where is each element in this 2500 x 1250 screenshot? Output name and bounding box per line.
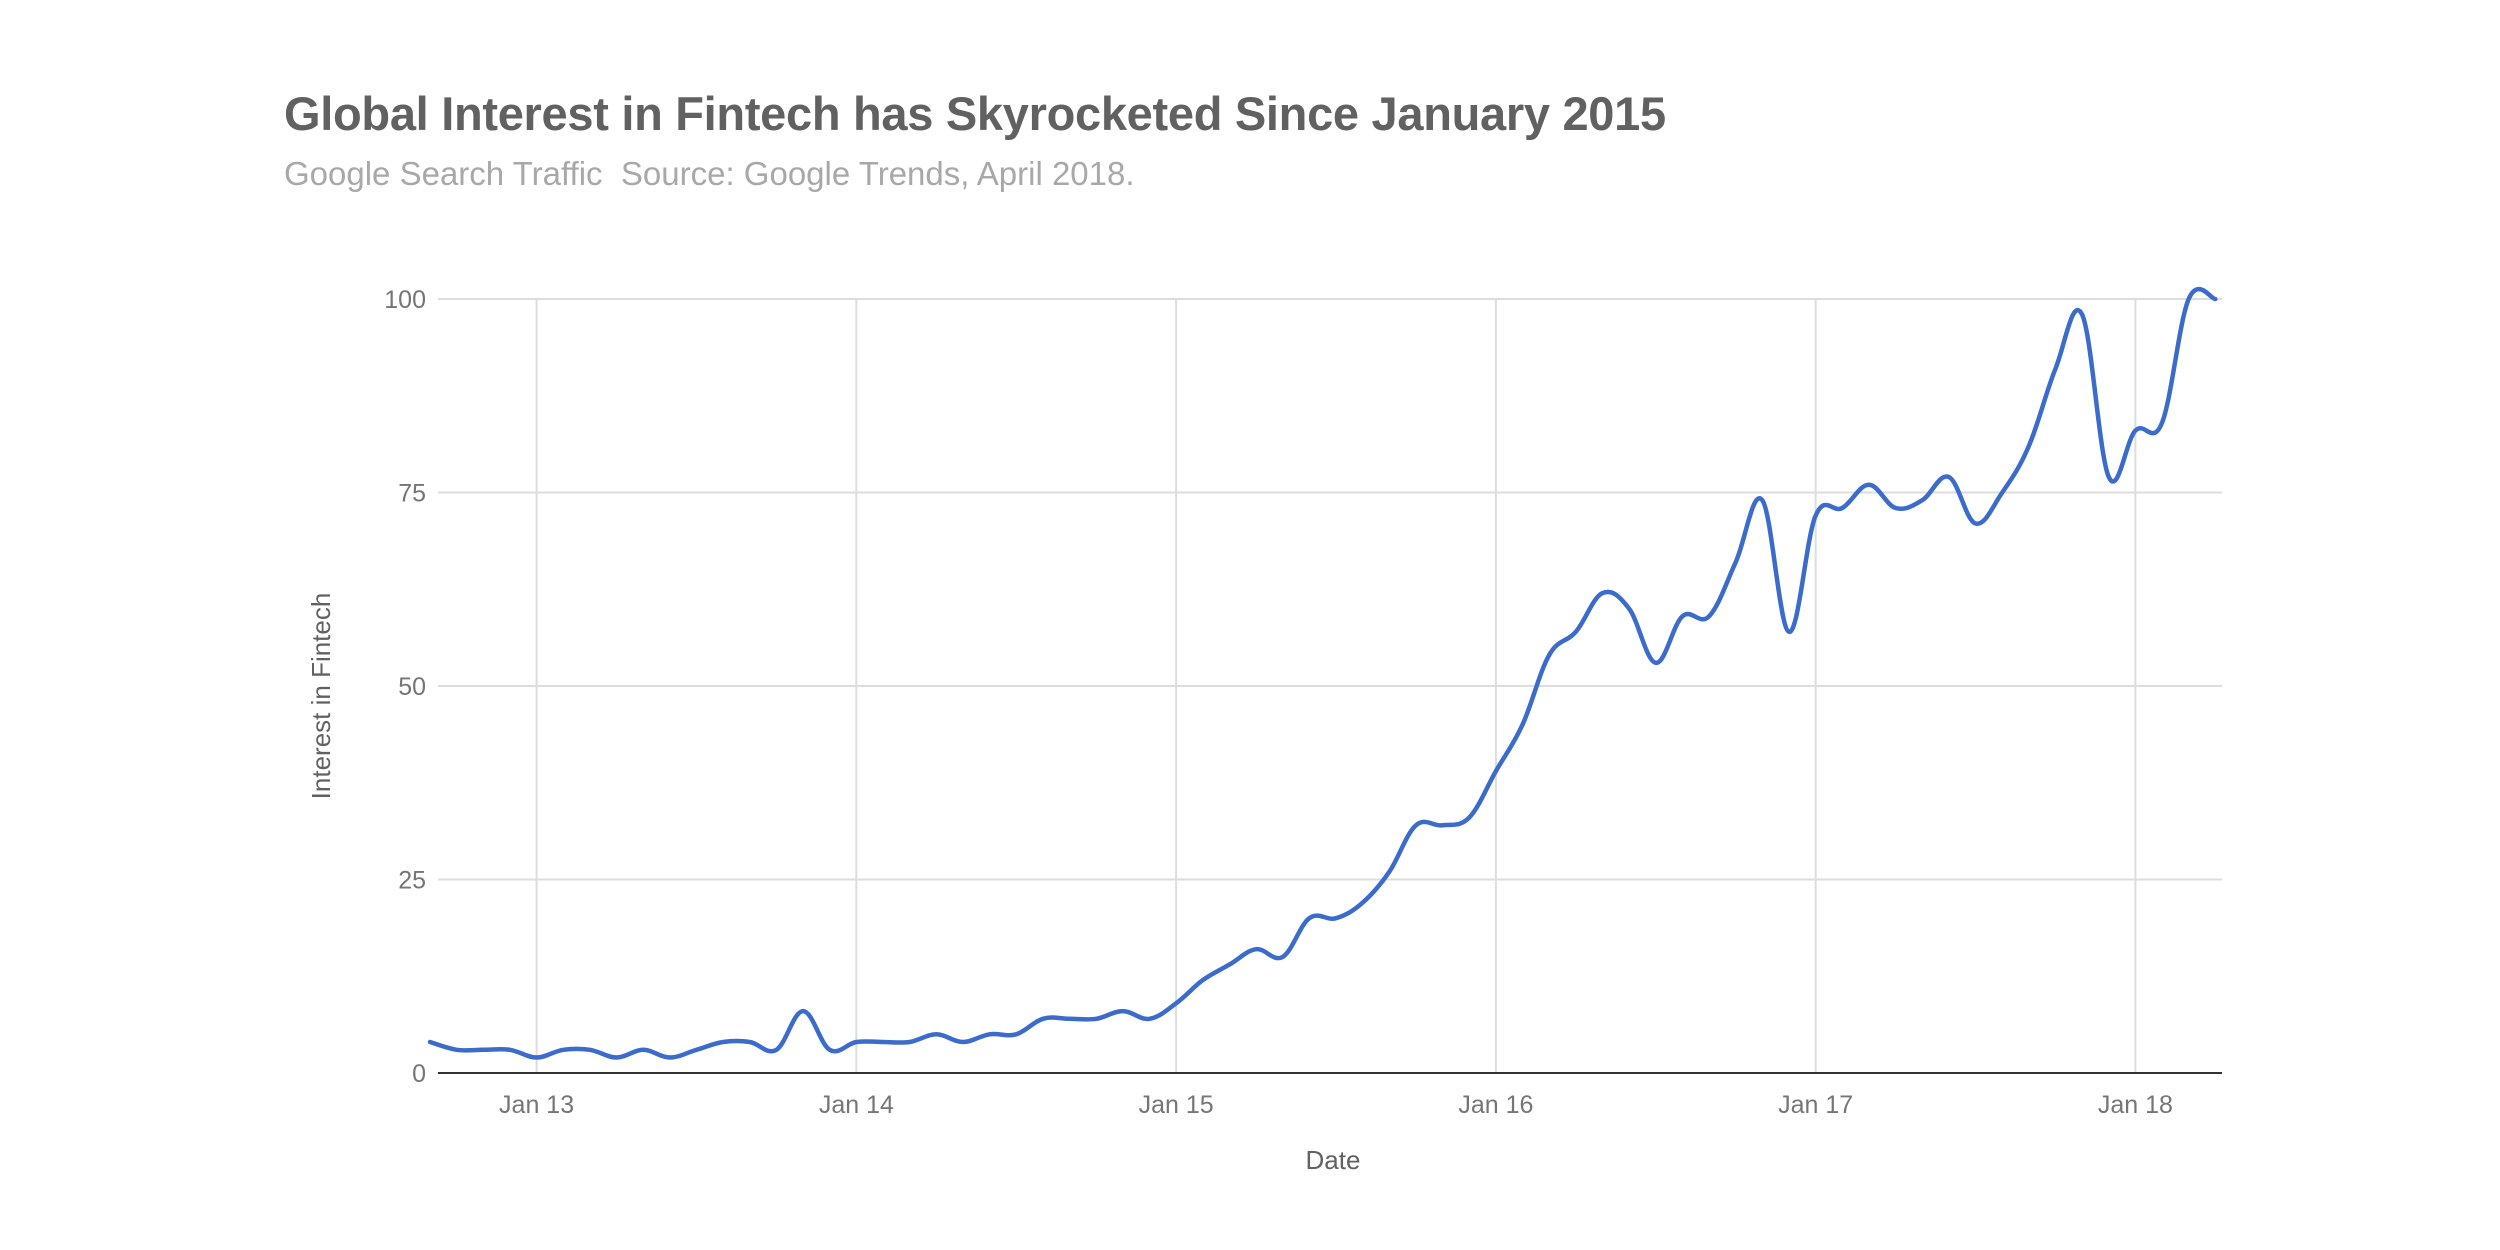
x-tick-label: Jan 17 [1778, 1091, 1853, 1119]
x-tick-label: Jan 16 [1458, 1091, 1533, 1119]
y-tick-label: 25 [398, 867, 426, 895]
y-tick-label: 0 [412, 1060, 426, 1088]
series-line [427, 286, 2218, 1060]
y-tick-label: 100 [384, 286, 426, 314]
x-tick-label: Jan 18 [2098, 1091, 2173, 1119]
x-tick-label: Jan 13 [499, 1091, 574, 1119]
y-axis-title: Interest in Fintech [306, 593, 336, 800]
chart-subtitle: Google Search Traffic Source: Google Tre… [284, 155, 1135, 192]
x-tick-label: Jan 15 [1139, 1091, 1214, 1119]
y-tick-label: 50 [398, 673, 426, 701]
x-tick-label: Jan 14 [819, 1091, 894, 1119]
gridlines [438, 298, 2222, 1073]
x-axis-title: Date [1306, 1145, 1361, 1175]
chart-title: Global Interest in Fintech has Skyrocket… [284, 87, 1666, 140]
y-tick-label: 75 [398, 480, 426, 508]
series [427, 286, 2218, 1060]
axes: 0 25 50 75 100 Jan 13 Jan 14 Jan 15 Jan 16 Jan 17… [384, 286, 2222, 1119]
